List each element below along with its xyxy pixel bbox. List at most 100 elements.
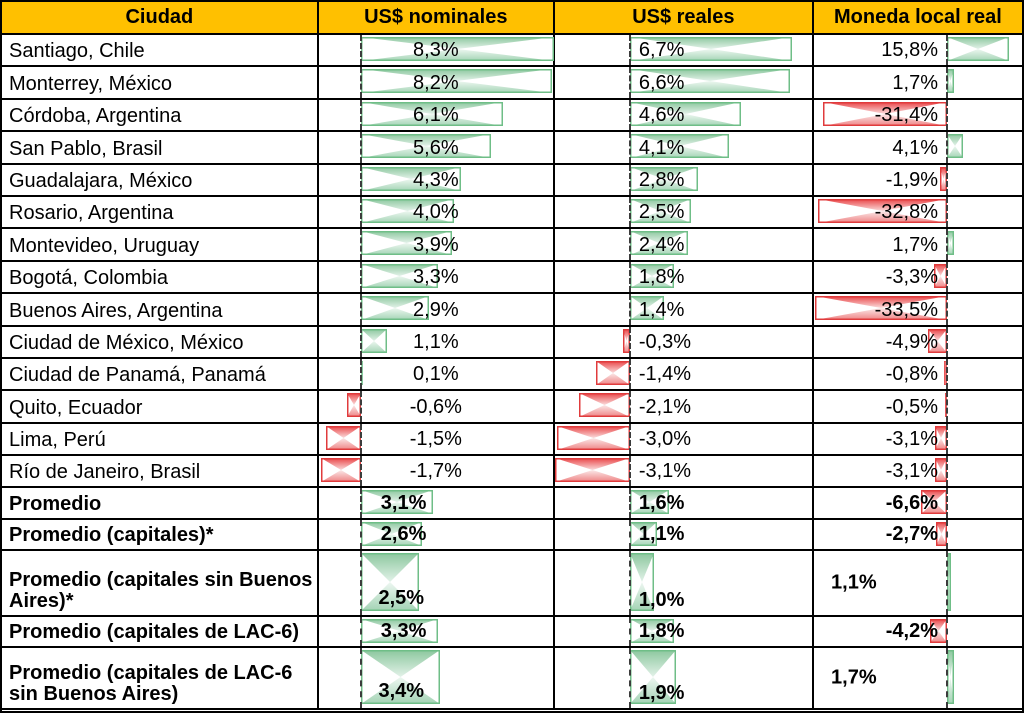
table-row: Promedio 3,1% 1,6% -6,6% — [2, 488, 1022, 520]
zero-axis-line — [359, 391, 362, 422]
value-label: -1,5% — [409, 428, 462, 451]
value-label: -32,8% — [874, 201, 938, 224]
table-row: Lima, Perú -1,5% -3,0% -3,1% — [2, 423, 1022, 457]
zero-axis-line — [628, 616, 631, 647]
zero-axis-line — [359, 294, 362, 325]
value-label: 2,6% — [380, 523, 427, 546]
city-label: Quito, Ecuador — [2, 391, 319, 422]
zero-axis-line — [945, 67, 948, 98]
zero-axis-line — [945, 616, 948, 647]
zero-axis-line — [628, 423, 631, 455]
zero-axis-line — [628, 99, 631, 131]
cell-usd-reales: -0,3% — [555, 326, 814, 357]
negative-data-bar — [325, 425, 361, 450]
cell-usd-nominales: 2,5% — [319, 551, 555, 615]
value-label: 1,8% — [638, 266, 685, 289]
zero-axis-line — [359, 261, 362, 293]
zero-axis-line — [945, 294, 948, 325]
table-row: Santiago, Chile 8,3% 6,7% 15,8% — [2, 35, 1022, 68]
zero-axis-line — [945, 648, 948, 709]
value-label: 3,9% — [413, 233, 459, 256]
value-label: 2,4% — [638, 233, 685, 256]
table-row: Promedio (capitales)* 2,6% 1,1% -2,7% — [2, 519, 1022, 552]
city-label: Monterrey, México — [2, 67, 319, 98]
value-label: -3,1% — [638, 460, 692, 483]
header-usd-reales: US$ reales — [555, 2, 814, 33]
cell-moneda-local-real: 15,8% — [814, 35, 1022, 66]
city-label: Lima, Perú — [2, 423, 319, 455]
cell-usd-reales: 2,4% — [555, 229, 814, 260]
city-label: Promedio (capitales de LAC-6) — [2, 616, 319, 647]
zero-axis-line — [628, 488, 631, 518]
city-label: Santiago, Chile — [2, 35, 319, 66]
value-label: 1,1% — [413, 330, 459, 353]
zero-axis-line — [359, 196, 362, 228]
cell-usd-reales: 4,1% — [555, 132, 814, 163]
cell-usd-reales: -3,0% — [555, 423, 814, 455]
zero-axis-line — [359, 551, 362, 615]
positive-data-bar — [360, 360, 363, 385]
zero-axis-line — [945, 423, 948, 455]
table-row: Promedio (capitales de LAC-6) 3,3% 1,8% -4,… — [2, 616, 1022, 649]
zero-axis-line — [945, 488, 948, 518]
zero-axis-line — [628, 358, 631, 390]
value-label: -3,1% — [885, 428, 938, 451]
zero-axis-line — [945, 358, 948, 390]
zero-axis-line — [628, 326, 631, 357]
value-label: 15,8% — [881, 39, 938, 62]
value-label: -0,8% — [885, 363, 938, 386]
value-label: 5,6% — [413, 136, 459, 159]
value-label: 1,7% — [892, 233, 938, 256]
value-label: -31,4% — [874, 104, 938, 127]
zero-axis-line — [945, 326, 948, 357]
header-row: Ciudad US$ nominales US$ reales Moneda l… — [2, 2, 1022, 35]
zero-axis-line — [359, 132, 362, 163]
zero-axis-line — [359, 358, 362, 390]
cell-usd-nominales: -0,6% — [319, 391, 555, 422]
value-label: 2,9% — [413, 298, 459, 321]
cell-moneda-local-real: -6,6% — [814, 488, 1022, 518]
cell-usd-reales: 4,6% — [555, 99, 814, 131]
cell-usd-reales: -2,1% — [555, 391, 814, 422]
value-label: 4,1% — [638, 136, 685, 159]
zero-axis-line — [359, 99, 362, 131]
zero-axis-line — [628, 229, 631, 260]
cell-usd-nominales: 3,9% — [319, 229, 555, 260]
zero-axis-line — [359, 67, 362, 98]
value-label: 1,6% — [638, 491, 685, 514]
value-label: 3,3% — [380, 620, 427, 643]
value-label: 1,1% — [831, 571, 877, 594]
zero-axis-line — [359, 456, 362, 487]
value-label: 1,4% — [638, 298, 685, 321]
zero-axis-line — [628, 132, 631, 163]
city-label: Bogotá, Colombia — [2, 261, 319, 293]
zero-axis-line — [945, 196, 948, 228]
value-label: 6,1% — [413, 104, 459, 127]
zero-axis-line — [945, 229, 948, 260]
value-label: 4,6% — [638, 104, 685, 127]
city-label: Montevideo, Uruguay — [2, 229, 319, 260]
value-label: 1,0% — [638, 588, 685, 611]
positive-data-bar — [946, 134, 963, 159]
value-label: -2,1% — [638, 395, 692, 418]
value-label: 6,6% — [638, 71, 685, 94]
cell-usd-reales: 1,9% — [555, 648, 814, 709]
cell-usd-nominales: 3,3% — [319, 261, 555, 293]
cell-usd-reales: 6,6% — [555, 67, 814, 98]
value-label: 2,8% — [638, 168, 685, 191]
positive-data-bar — [946, 37, 1009, 61]
city-label: Ciudad de México, México — [2, 326, 319, 357]
cell-usd-nominales: 4,3% — [319, 164, 555, 195]
city-label: Promedio (capitales)* — [2, 519, 319, 550]
cell-moneda-local-real: -3,3% — [814, 261, 1022, 293]
value-label: 2,5% — [638, 201, 685, 224]
value-label: 1,8% — [638, 620, 685, 643]
table-row: Ciudad de Panamá, Panamá 0,1% -1,4% -0,8% — [2, 358, 1022, 392]
zero-axis-line — [945, 519, 948, 550]
zero-axis-line — [359, 423, 362, 455]
value-label: 1,7% — [892, 71, 938, 94]
cell-usd-nominales: -1,7% — [319, 456, 555, 487]
cell-moneda-local-real: -32,8% — [814, 196, 1022, 228]
zero-axis-line — [628, 196, 631, 228]
